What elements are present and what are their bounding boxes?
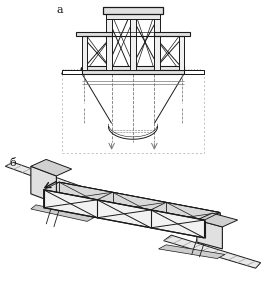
Bar xyxy=(179,36,184,70)
Circle shape xyxy=(151,68,153,70)
Circle shape xyxy=(119,68,122,70)
Bar xyxy=(154,14,160,70)
Circle shape xyxy=(179,68,181,70)
Circle shape xyxy=(116,68,118,70)
Circle shape xyxy=(168,68,171,70)
Circle shape xyxy=(137,68,139,70)
Polygon shape xyxy=(164,235,261,268)
Bar xyxy=(153,32,190,36)
Text: б: б xyxy=(9,158,16,168)
Polygon shape xyxy=(59,182,220,230)
Circle shape xyxy=(130,68,132,70)
Bar xyxy=(82,36,87,70)
Polygon shape xyxy=(159,245,225,259)
Bar xyxy=(62,70,82,74)
Bar xyxy=(76,32,113,36)
Bar xyxy=(82,70,184,74)
Polygon shape xyxy=(31,159,72,176)
Polygon shape xyxy=(5,162,102,198)
Bar xyxy=(106,14,160,19)
Circle shape xyxy=(113,68,115,70)
Circle shape xyxy=(175,68,177,70)
Circle shape xyxy=(134,68,136,70)
Text: а: а xyxy=(56,5,63,15)
Circle shape xyxy=(165,68,167,70)
Bar xyxy=(130,14,136,70)
Bar xyxy=(62,70,204,154)
Circle shape xyxy=(109,68,111,70)
Circle shape xyxy=(172,68,174,70)
Circle shape xyxy=(154,68,157,70)
Circle shape xyxy=(161,68,164,70)
Bar xyxy=(179,70,204,74)
Circle shape xyxy=(88,68,90,70)
Bar xyxy=(106,14,112,70)
Polygon shape xyxy=(31,205,95,222)
Polygon shape xyxy=(31,166,56,203)
Circle shape xyxy=(144,68,146,70)
Circle shape xyxy=(81,68,84,70)
Circle shape xyxy=(123,68,125,70)
Circle shape xyxy=(147,68,149,70)
Circle shape xyxy=(85,68,87,70)
Polygon shape xyxy=(197,213,238,227)
Circle shape xyxy=(99,68,101,70)
Circle shape xyxy=(92,68,94,70)
Circle shape xyxy=(140,68,143,70)
Circle shape xyxy=(127,68,129,70)
Circle shape xyxy=(95,68,97,70)
Bar xyxy=(103,7,163,14)
Circle shape xyxy=(102,68,104,70)
Polygon shape xyxy=(197,220,222,249)
Circle shape xyxy=(106,68,108,70)
Circle shape xyxy=(158,68,160,70)
Polygon shape xyxy=(44,190,205,238)
Bar xyxy=(82,67,184,70)
Polygon shape xyxy=(44,182,220,220)
